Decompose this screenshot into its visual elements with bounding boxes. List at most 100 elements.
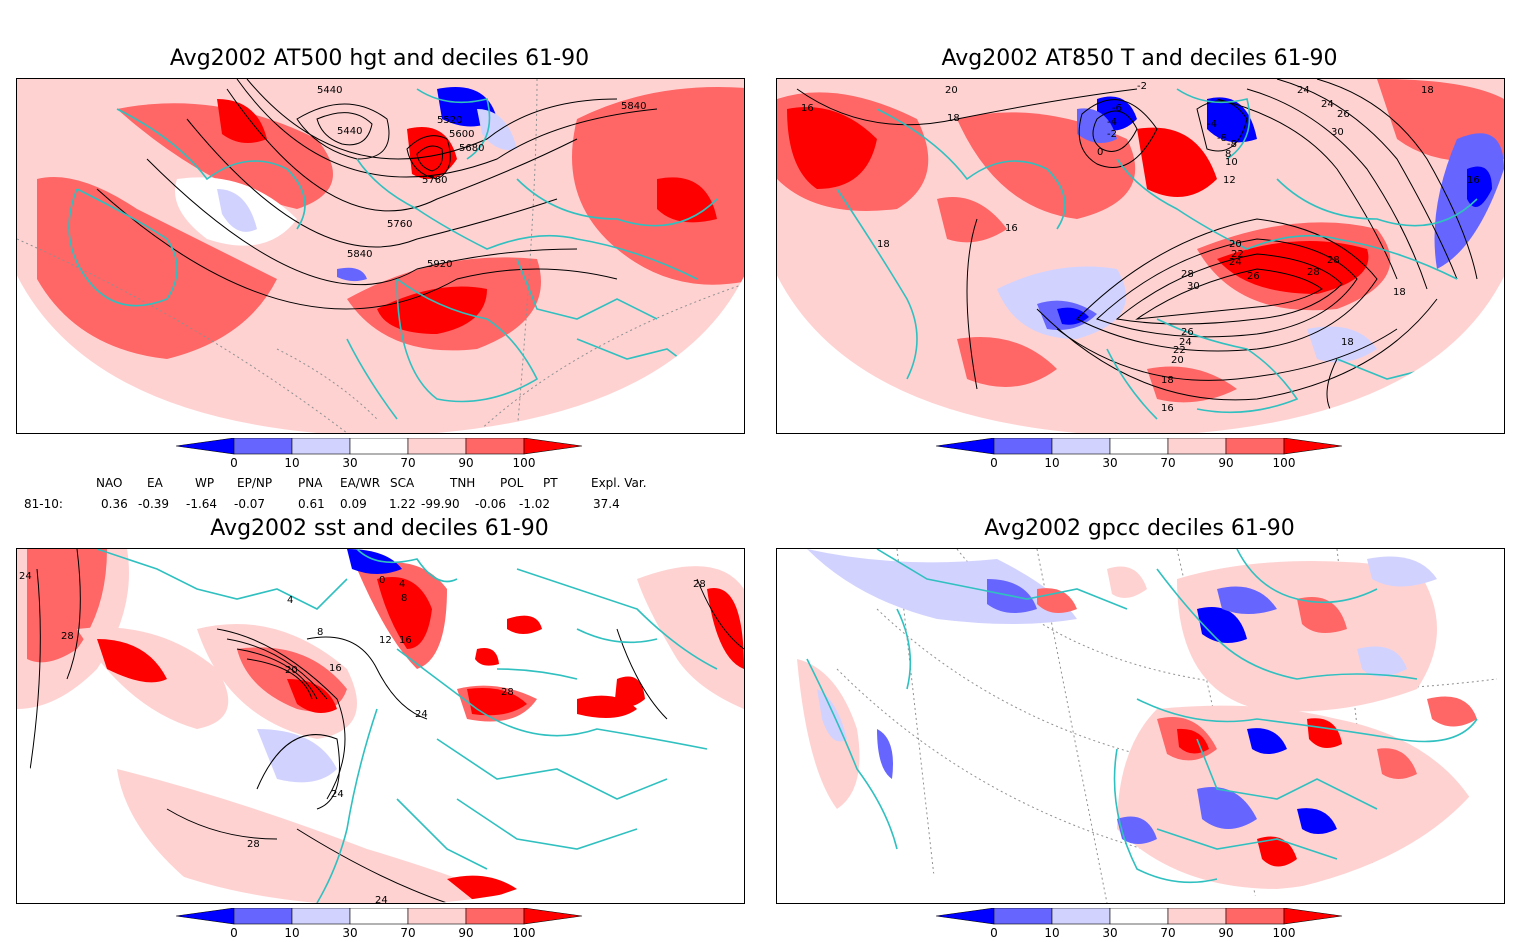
contour-label: -8 <box>1227 139 1237 150</box>
colorbar-tick: 100 <box>513 926 536 938</box>
colorbar-hgt500: 0 10 30 70 90 100 <box>175 437 596 470</box>
index-value: -1.02 <box>519 497 551 511</box>
contour-label: 20 <box>285 665 298 676</box>
contour-label: 8 <box>1225 149 1231 160</box>
index-header: EA <box>147 476 163 490</box>
indices-header-row: NAO EA WP EP/NP PNA EA/WR SCA TNH POL PT… <box>0 476 760 492</box>
contour-label: 28 <box>693 579 706 590</box>
index-value: -99.90 <box>421 497 460 511</box>
contour-label: -8 <box>1217 133 1227 144</box>
contour-label: 28 <box>501 687 514 698</box>
contour-label: 8 <box>401 593 407 604</box>
colorbar-tick: 90 <box>458 456 473 468</box>
contour-label: 24 <box>415 709 428 720</box>
colorbar-tick: 0 <box>230 456 238 468</box>
contour-label: 20 <box>1171 355 1184 366</box>
contour-label: 18 <box>1393 287 1406 298</box>
contour-label: 24 <box>19 571 32 582</box>
colorbar-tick: 30 <box>1102 926 1117 938</box>
contour-label: -2 <box>1137 81 1147 92</box>
contour-label: 16 <box>1161 403 1174 414</box>
contour-label: 5760 <box>422 175 447 186</box>
index-value: 0.09 <box>340 497 367 511</box>
contour-label: 12 <box>1223 175 1236 186</box>
contour-label: -4 <box>1207 119 1217 130</box>
index-header: EP/NP <box>237 476 273 490</box>
index-value: -1.64 <box>186 497 218 511</box>
contour-label: -4 <box>1107 117 1117 128</box>
contour-label: 5840 <box>621 101 646 112</box>
colorbar-tick: 70 <box>1160 926 1175 938</box>
panel-title-sst: Avg2002 sst and deciles 61-90 <box>210 516 549 541</box>
contour-label: 18 <box>947 113 960 124</box>
index-header: Expl. Var. <box>591 476 647 490</box>
index-header: EA/WR <box>340 476 381 490</box>
contour-label: 18 <box>1421 85 1434 96</box>
contour-label: 30 <box>1187 281 1200 292</box>
map-sst: 24 28 0 4 8 12 16 20 8 4 16 28 24 28 24 … <box>16 548 745 904</box>
contour-label: 5920 <box>427 259 452 270</box>
index-value: 0.36 <box>101 497 128 511</box>
contour-label: 0 <box>379 575 385 586</box>
colorbar-tick: 90 <box>1218 456 1233 468</box>
colorbar-tick: 10 <box>1044 456 1059 468</box>
indices-value-row: 81-10: 0.36 -0.39 -1.64 -0.07 0.61 0.09 … <box>0 497 760 513</box>
colorbar-tick: 30 <box>342 926 357 938</box>
index-header: TNH <box>450 476 476 490</box>
contour-label: 5600 <box>449 129 474 140</box>
map-hgt500: 5440 5440 5520 5600 5680 5760 5760 5840 … <box>16 78 745 434</box>
contour-label: 16 <box>1005 223 1018 234</box>
colorbar-tick: 70 <box>400 926 415 938</box>
index-value: -0.39 <box>138 497 170 511</box>
index-value: 1.22 <box>389 497 416 511</box>
colorbar-tick: 10 <box>284 926 299 938</box>
index-value: -0.07 <box>234 497 266 511</box>
contour-label: 16 <box>329 663 342 674</box>
colorbar-tick: 100 <box>1273 926 1296 938</box>
contour-label: 16 <box>1467 175 1480 186</box>
contour-label: 5440 <box>337 126 362 137</box>
colorbar-tick: 70 <box>1160 456 1175 468</box>
contour-label: 4 <box>287 595 293 606</box>
colorbar-tick: 10 <box>284 456 299 468</box>
contour-label: 28 <box>1327 255 1340 266</box>
colorbar-sst: 0 10 30 70 90 100 <box>175 907 596 940</box>
contour-label: 26 <box>1181 327 1194 338</box>
contour-label: 24 <box>1321 99 1334 110</box>
colorbar-tick: 0 <box>990 456 998 468</box>
contour-label: 16 <box>399 635 412 646</box>
contour-label: 26 <box>1247 271 1260 282</box>
panel-title-gpcc: Avg2002 gpcc deciles 61-90 <box>984 516 1295 541</box>
index-value: -0.06 <box>475 497 507 511</box>
colorbar-tick: 90 <box>1218 926 1233 938</box>
map-t850: 16 20 18 -2 -6 -4 -4 -2 0 24 24 26 30 18… <box>776 78 1505 434</box>
index-header: POL <box>500 476 524 490</box>
map-gpcc <box>776 548 1505 904</box>
contour-label: 18 <box>1161 375 1174 386</box>
contour-label: 8 <box>317 627 323 638</box>
contour-label: 16 <box>801 103 814 114</box>
index-header: PT <box>543 476 558 490</box>
colorbar-tick: 90 <box>458 926 473 938</box>
colorbar-tick: 100 <box>513 456 536 468</box>
contour-label: 22 <box>1173 345 1186 356</box>
contour-label: -6 <box>1112 103 1122 114</box>
contour-label: 24 <box>331 789 344 800</box>
contour-label: 5440 <box>317 85 342 96</box>
contour-label: 24 <box>1229 257 1242 268</box>
contour-label: 12 <box>379 635 392 646</box>
index-header: WP <box>195 476 215 490</box>
contour-label: 28 <box>247 839 260 850</box>
contour-label: 0 <box>1097 147 1103 158</box>
contour-label: 5840 <box>347 249 372 260</box>
panel-title-t850: Avg2002 AT850 T and deciles 61-90 <box>941 46 1338 71</box>
colorbar-t850: 0 10 30 70 90 100 <box>935 437 1356 470</box>
colorbar-tick: 0 <box>990 926 998 938</box>
contour-label: 5520 <box>437 115 462 126</box>
index-value: 37.4 <box>593 497 620 511</box>
colorbar-tick: 30 <box>342 456 357 468</box>
contour-label: 24 <box>375 895 388 903</box>
contour-label: 26 <box>1337 109 1350 120</box>
colorbar-tick: 100 <box>1273 456 1296 468</box>
index-header: NAO <box>96 476 123 490</box>
